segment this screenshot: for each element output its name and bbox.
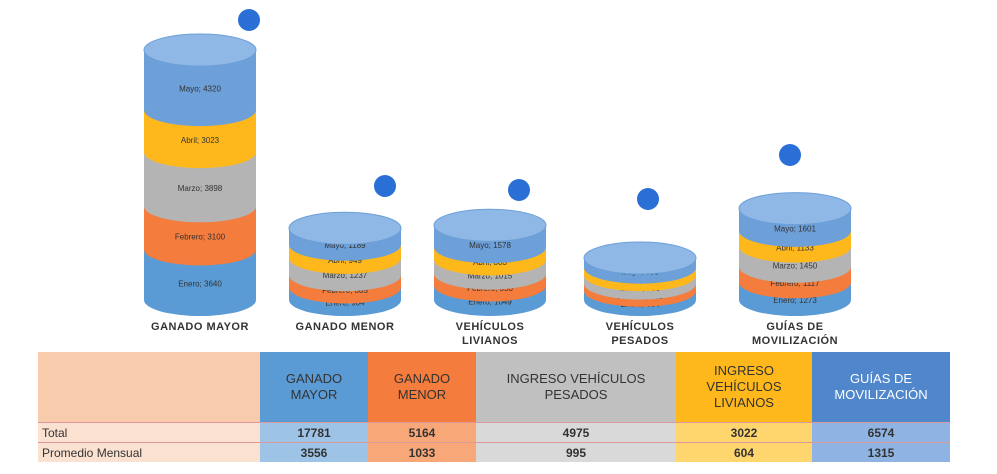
- category-label: GANADO MENOR: [296, 321, 395, 333]
- cylinder-top: [433, 208, 547, 242]
- cylinder-top: [738, 192, 852, 226]
- data-label: Febrero; 1117: [770, 279, 820, 288]
- cylinder-top: [288, 211, 402, 245]
- cylinder-segment: [144, 50, 256, 127]
- cylinder-top: [583, 241, 697, 275]
- icon: [374, 175, 396, 197]
- data-label: Mayo; 4320: [179, 85, 221, 94]
- data-label: Mayo; 1189: [324, 241, 366, 250]
- cell: 3022: [676, 422, 812, 443]
- header-cell: INGRESO VEHÍCULOS PESADOS: [476, 352, 676, 423]
- header-cell: INGRESO VEHÍCULOS LIVIANOS: [676, 352, 812, 423]
- data-label: Enero; 3640: [178, 279, 222, 288]
- header-cell: GANADO MAYOR: [260, 352, 368, 423]
- data-label: Marzo; 1450: [773, 261, 818, 270]
- cylinder-top: [143, 33, 257, 67]
- summary-table: GANADO MAYOR GANADO MENOR INGRESO VEHÍCU…: [38, 352, 950, 462]
- cell: 995: [476, 442, 676, 462]
- category-label: GANADO MAYOR: [151, 321, 249, 333]
- cell: 4975: [476, 422, 676, 443]
- row: Total 17781 5164 4975 3022 6574: [38, 422, 950, 443]
- cylinder-segment: [144, 249, 256, 316]
- cell: Promedio Mensual: [38, 442, 260, 462]
- data-label: Enero; 1049: [468, 297, 512, 306]
- icons: [238, 9, 801, 210]
- cell: 3556: [260, 442, 368, 462]
- cell: 1315: [812, 442, 950, 462]
- data-label: Mayo; 1601: [774, 224, 816, 233]
- icon: [508, 179, 530, 201]
- cell: 604: [676, 442, 812, 462]
- category-label: VEHÍCULOS PESADOS: [606, 320, 675, 347]
- icon: [238, 9, 260, 31]
- data-label: Enero; 1273: [773, 296, 817, 305]
- data-label: Marzo; 3898: [178, 184, 223, 193]
- cell: 6574: [812, 422, 950, 443]
- icon: [637, 188, 659, 210]
- cell: 5164: [368, 422, 476, 443]
- corner-cell: [38, 352, 260, 423]
- category-label: VEHÍCULOS LIVIANOS: [456, 320, 525, 347]
- header-row: GANADO MAYOR GANADO MENOR INGRESO VEHÍCU…: [38, 352, 950, 423]
- category-label: GUÍAS DE MOVILIZACIÓN: [752, 320, 838, 347]
- header-cell: GUÍAS DE MOVILIZACIÓN: [812, 352, 950, 423]
- data-label: Abril; 1133: [776, 243, 814, 252]
- cylinder-segment: [144, 152, 256, 223]
- data-label: Mayo; 1578: [469, 241, 511, 250]
- cylinder-segment: [144, 206, 256, 266]
- data-label: Marzo; 1237: [323, 271, 368, 280]
- cylinder-segment: [144, 110, 256, 169]
- header-cell: GANADO MENOR: [368, 352, 476, 423]
- cell: 1033: [368, 442, 476, 462]
- data-label: Abril; 3023: [181, 136, 220, 145]
- data-label: Febrero; 3100: [175, 233, 226, 242]
- cell: 17781: [260, 422, 368, 443]
- row: Promedio Mensual 3556 1033 995 604 1315: [38, 442, 950, 462]
- chart: Enero; 3640 Febrero; 3100 Marzo; 3898 Abril…: [143, 9, 852, 347]
- icon: [779, 144, 801, 166]
- data-label: Marzo; 1015: [468, 271, 513, 280]
- cell: Total: [38, 422, 260, 443]
